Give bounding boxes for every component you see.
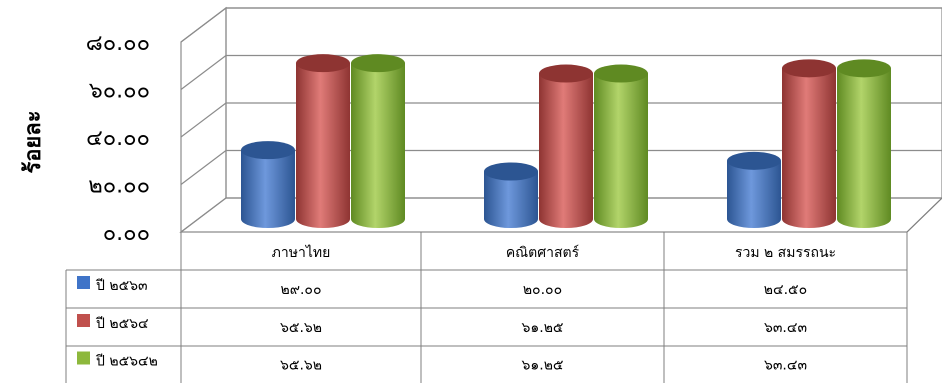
- data-label: ๖๓.๔๓: [764, 320, 807, 336]
- bar: [782, 59, 836, 228]
- data-label: ๖๑.๒๕: [521, 320, 563, 336]
- gridline: [180, 54, 942, 90]
- bar: [296, 54, 350, 229]
- bar-top: [837, 59, 891, 78]
- gridline: [180, 102, 942, 138]
- bar-top: [484, 162, 538, 181]
- y-tick-label: ๔๐.๐๐: [86, 126, 150, 151]
- bar-top: [782, 59, 836, 78]
- bar: [594, 64, 648, 228]
- y-axis: ๐.๐๐ ๒๐.๐๐ ๔๐.๐๐ ๖๐.๐๐ ๘๐.๐๐ร้อยละ: [21, 31, 150, 246]
- data-label: ๒๔.๕๐: [764, 282, 807, 298]
- gridline: [180, 7, 942, 43]
- bar-body: [782, 68, 836, 228]
- data-label: ๖๑.๒๕: [521, 358, 563, 374]
- data-label: ๖๕.๖๒: [280, 320, 322, 336]
- series-name: ปี ๒๕๖๓: [96, 278, 148, 294]
- y-tick-label: ๖๐.๐๐: [89, 79, 150, 104]
- y-tick-label: ๘๐.๐๐: [86, 31, 150, 56]
- bar-top: [727, 151, 781, 170]
- category-label: ภาษาไทย: [272, 244, 331, 261]
- bar-top: [351, 54, 405, 73]
- bars: [241, 54, 891, 229]
- gridline: [180, 149, 942, 185]
- bar-top: [296, 54, 350, 73]
- bar-body: [296, 63, 350, 229]
- data-label: ๒๐.๐๐: [523, 282, 562, 298]
- bar: [484, 162, 538, 228]
- bar-body: [241, 150, 295, 228]
- data-label: ๒๙.๐๐: [280, 282, 321, 298]
- series-name: ปี ๒๕๖๔: [96, 316, 149, 332]
- legend-swatch: [77, 314, 90, 327]
- bar: [727, 151, 781, 228]
- data-label: ๖๓.๔๓: [764, 358, 807, 374]
- bar-body: [484, 171, 538, 228]
- series-name: ปี ๒๕๖๔๒: [96, 354, 158, 370]
- bar-top: [539, 64, 593, 83]
- y-tick-label: ๐.๐๐: [103, 221, 150, 246]
- bar: [351, 54, 405, 229]
- bar-body: [837, 68, 891, 228]
- bar-body: [539, 73, 593, 228]
- bar-top: [241, 141, 295, 160]
- data-label: ๖๕.๖๒: [280, 358, 322, 374]
- bar: [539, 64, 593, 228]
- bar-body: [727, 160, 781, 228]
- legend-swatch: [77, 276, 90, 289]
- floor: [179, 197, 942, 233]
- bar-body: [351, 63, 405, 229]
- category-label: รวม ๒ สมรรถนะ: [735, 245, 836, 261]
- gridlines: [180, 7, 942, 185]
- category-label: คณิตศาสตร์: [506, 244, 580, 261]
- bar: [837, 59, 891, 228]
- table-line: [906, 197, 942, 233]
- bar-body: [594, 73, 648, 228]
- bar: [241, 141, 295, 228]
- bar-top: [594, 64, 648, 83]
- y-tick-label: ๒๐.๐๐: [88, 174, 150, 199]
- y-axis-label: ร้อยละ: [21, 110, 46, 173]
- legend-swatch: [77, 351, 90, 365]
